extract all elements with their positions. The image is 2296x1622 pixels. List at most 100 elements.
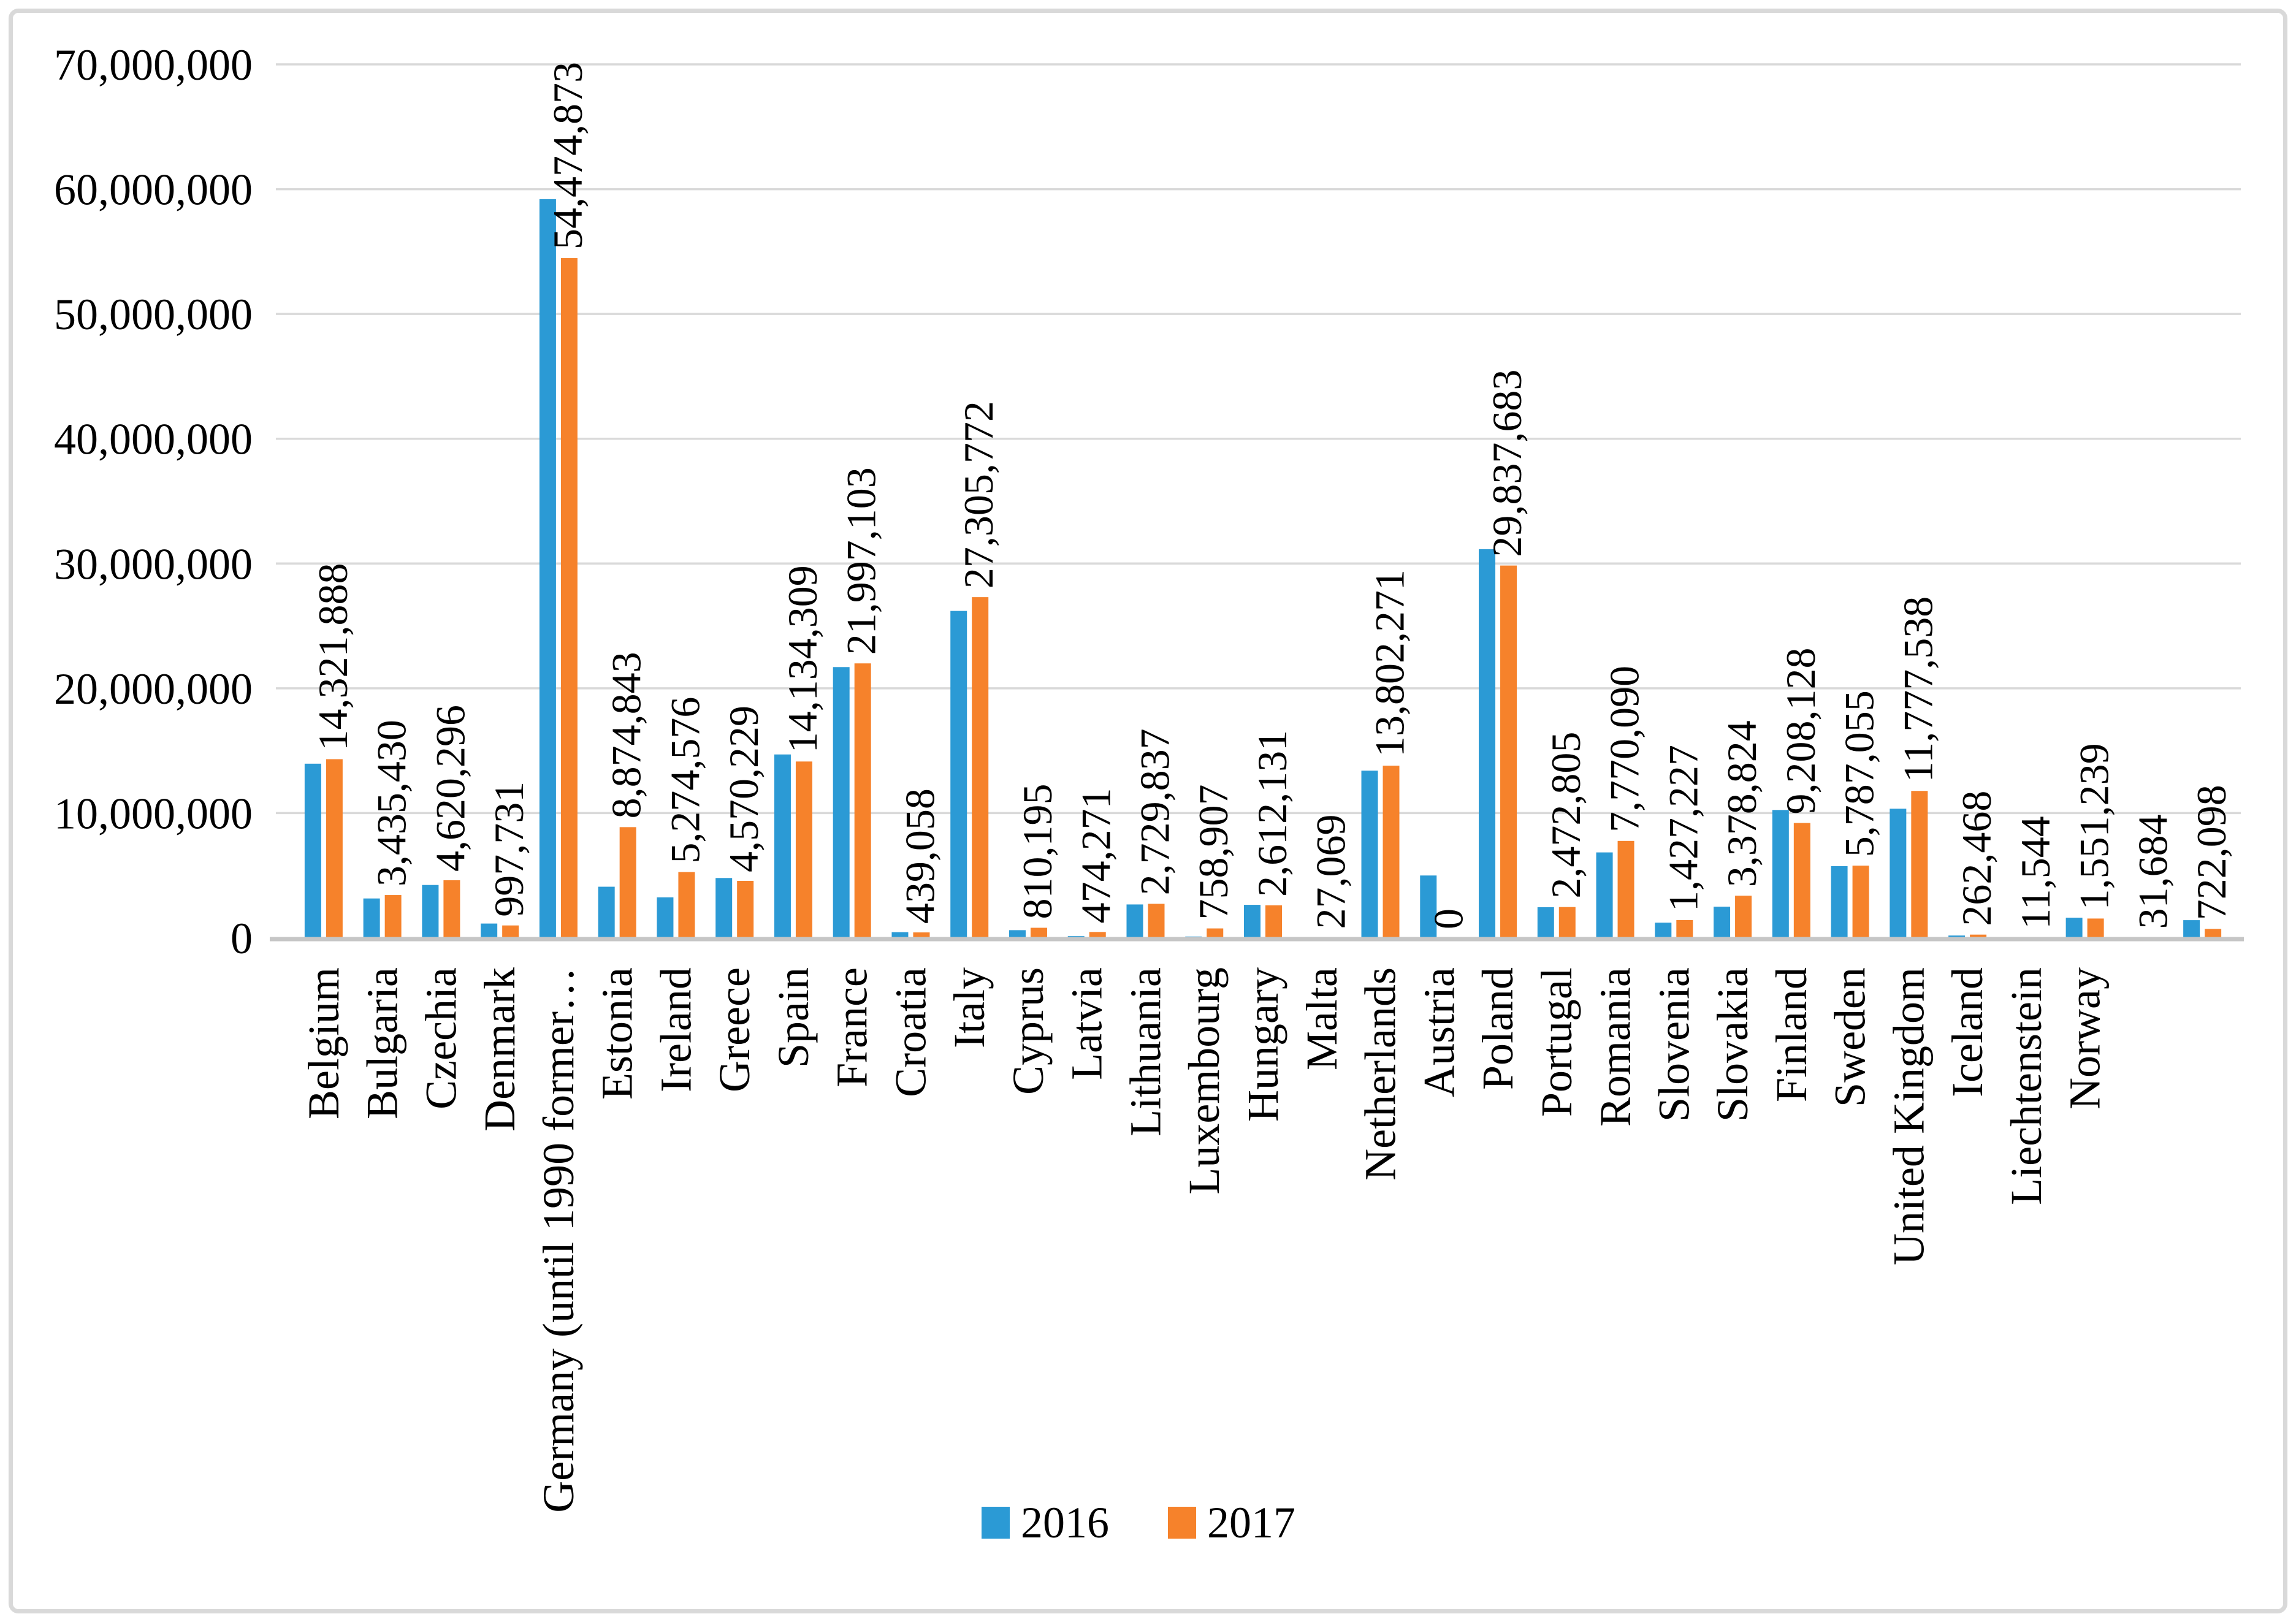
- y-axis-tick-label: 60,000,000: [54, 166, 253, 215]
- bar-2017-Italy: [972, 597, 989, 938]
- bar-2016-France: [833, 667, 850, 938]
- bar-2016-Slovenia: [1655, 923, 1672, 938]
- bar-2017-Hungary: [1265, 905, 1282, 938]
- bar-2016-group-33: [2183, 920, 2200, 938]
- bar-2016-Estonia: [598, 886, 615, 938]
- bar-2016-Germany (until 1990 former…: [539, 199, 556, 938]
- bar-2017-Romania: [1617, 840, 1634, 938]
- bar-2017-Sweden: [1852, 866, 1869, 938]
- category-label-Sweden: Sweden: [1826, 967, 1875, 1107]
- bar-2016-Austria: [1420, 875, 1437, 938]
- data-label-2017-United Kingdom: 11,777,538: [1894, 596, 1941, 782]
- bar-2017-Lithuania: [1148, 904, 1165, 938]
- category-label-Latvia: Latvia: [1062, 967, 1112, 1080]
- data-label-2017-Greece: 4,570,229: [720, 706, 767, 872]
- category-label-Netherlands: Netherlands: [1356, 967, 1405, 1181]
- data-label-2017-Netherlands: 13,802,271: [1367, 569, 1413, 757]
- data-label-2017-Norway: 1,551,239: [2071, 743, 2118, 910]
- bar-2016-Lithuania: [1126, 904, 1143, 938]
- category-label-Croatia: Croatia: [886, 967, 935, 1097]
- legend-swatch-2016: [982, 1507, 1010, 1539]
- category-label-Italy: Italy: [945, 967, 994, 1048]
- data-label-2017-Luxembourg: 758,907: [1190, 785, 1237, 920]
- category-label-Malta: Malta: [1297, 967, 1346, 1070]
- bar-2017-France: [854, 663, 871, 938]
- category-label-United Kingdom: United Kingdom: [1884, 967, 1933, 1265]
- bar-2016-Finland: [1772, 810, 1789, 938]
- bar-2017-Spain: [795, 761, 812, 938]
- bar-2016-United Kingdom: [1890, 809, 1907, 938]
- bar-2017-Belgium: [326, 759, 343, 938]
- category-label-Norway: Norway: [2061, 967, 2110, 1110]
- bar-2017-Greece: [737, 880, 754, 938]
- y-axis-tick-label: 0: [231, 914, 253, 963]
- bar-2016-Portugal: [1537, 907, 1554, 938]
- bar-2017-Slovenia: [1676, 920, 1693, 938]
- y-axis-tick-label: 50,000,000: [54, 290, 253, 339]
- data-label-2017-Spain: 14,134,309: [779, 565, 826, 753]
- data-label-2017-Lithuania: 2,729,837: [1131, 728, 1178, 895]
- category-label-Estonia: Estonia: [593, 967, 642, 1100]
- bar-2017-Germany (until 1990 former…: [560, 258, 578, 938]
- bar-2017-Slovakia: [1735, 896, 1752, 938]
- category-label-Czechia: Czechia: [416, 967, 465, 1110]
- data-label-2017-Sweden: 5,787,055: [1836, 690, 1883, 857]
- category-label-Liechtenstein: Liechtenstein: [2002, 967, 2051, 1205]
- category-label-Portugal: Portugal: [1532, 967, 1581, 1117]
- bar-2017-Netherlands: [1383, 766, 1400, 938]
- category-label-Slovenia: Slovenia: [1649, 967, 1698, 1122]
- category-label-Spain: Spain: [769, 967, 818, 1068]
- legend-label-2017: 2017: [1207, 1498, 1295, 1547]
- bar-2016-Belgium: [304, 763, 321, 938]
- bar-2016-Spain: [774, 754, 791, 938]
- legend-label-2016: 2016: [1021, 1498, 1109, 1547]
- y-axis-tick-label: 40,000,000: [54, 415, 253, 464]
- bar-2017-Latvia: [1089, 932, 1106, 938]
- category-label-France: France: [828, 967, 877, 1087]
- data-label-2017-Austria: 0: [1425, 908, 1471, 929]
- bar-2017-Portugal: [1558, 907, 1576, 938]
- y-axis-tick-label: 20,000,000: [54, 664, 253, 714]
- bar-2017-Norway: [2087, 918, 2104, 938]
- bar-2017-Poland: [1500, 565, 1517, 938]
- category-label-Bulgaria: Bulgaria: [358, 967, 407, 1119]
- category-label-Germany (until 1990 former…: Germany (until 1990 former…: [534, 967, 583, 1513]
- data-label-2017-Slovakia: 3,378,824: [1718, 720, 1765, 887]
- y-axis-tick-label: 70,000,000: [54, 40, 253, 89]
- data-label-2017-France: 21,997,103: [838, 467, 885, 655]
- data-label-2017-group-33: 722,098: [2188, 785, 2235, 920]
- data-label-2017-Germany (until 1990 former…: 54,474,873: [544, 62, 591, 249]
- bar-2017-Iceland: [1970, 934, 1987, 938]
- data-label-2017-Estonia: 8,874,843: [603, 652, 650, 818]
- data-label-2017-Czechia: 4,620,296: [427, 705, 473, 872]
- data-label-2017-Italy: 27,305,772: [955, 401, 1002, 588]
- legend-swatch-2017: [1168, 1507, 1196, 1539]
- data-label-2017-Portugal: 2,472,805: [1543, 732, 1589, 899]
- y-axis-tick-label: 30,000,000: [54, 539, 253, 588]
- bar-2016-Bulgaria: [363, 898, 380, 938]
- y-axis-tick-label: 10,000,000: [54, 789, 253, 838]
- bar-2016-Hungary: [1244, 905, 1261, 938]
- data-label-2017-Liechtenstein: 11,544: [2012, 816, 2059, 929]
- category-label-Hungary: Hungary: [1238, 967, 1287, 1122]
- bar-2016-Italy: [950, 611, 967, 938]
- bar-2016-Czechia: [422, 885, 439, 938]
- bar-2017-group-33: [2205, 929, 2222, 938]
- category-label-Austria: Austria: [1414, 967, 1463, 1097]
- data-label-2017-Bulgaria: 3,435,430: [368, 720, 415, 886]
- data-label-2017-Iceland: 262,468: [1953, 791, 2000, 926]
- bar-2017-Cyprus: [1030, 927, 1047, 938]
- data-label-2017-group-32: 31,684: [2129, 814, 2176, 929]
- category-label-Romania: Romania: [1591, 967, 1640, 1127]
- category-label-Poland: Poland: [1473, 967, 1522, 1090]
- data-label-2017-Malta: 27,069: [1308, 814, 1354, 929]
- category-label-Luxembourg: Luxembourg: [1180, 967, 1229, 1195]
- chart-frame: [9, 9, 2287, 1613]
- category-label-Slovakia: Slovakia: [1708, 967, 1757, 1122]
- data-label-2017-Poland: 29,837,683: [1484, 370, 1530, 557]
- bar-2017-Ireland: [678, 872, 695, 938]
- data-label-2017-Romania: 7,770,090: [1601, 666, 1648, 832]
- category-label-Denmark: Denmark: [475, 967, 524, 1132]
